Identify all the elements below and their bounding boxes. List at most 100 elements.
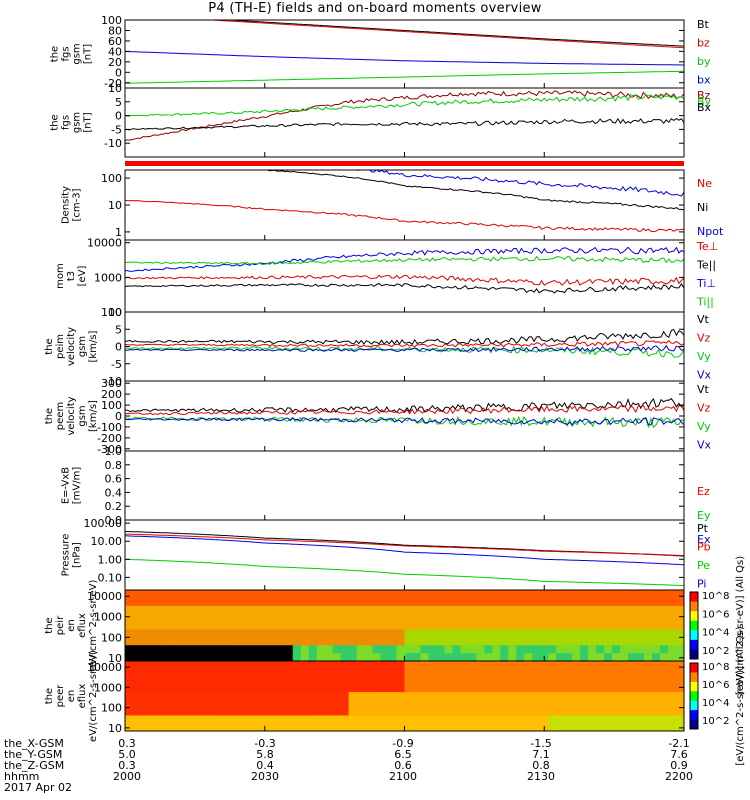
- spectrogram-cell: [348, 692, 358, 701]
- spectrogram-cell: [564, 629, 573, 638]
- spectrogram-cell: [516, 590, 525, 599]
- spectrogram-cell: [452, 621, 461, 631]
- spectrogram-cell: [468, 661, 477, 670]
- spectrogram-cell: [364, 692, 374, 701]
- spectrogram-cell: [492, 668, 501, 678]
- spectrogram-cell: [308, 637, 318, 646]
- spectrogram-cell: [452, 613, 461, 623]
- spectrogram-cell: [516, 699, 525, 709]
- spectrogram-cell: [380, 699, 390, 709]
- spectrogram-cell: [660, 653, 669, 661]
- spectrogram-cell: [228, 653, 238, 661]
- spectrogram-cell: [412, 668, 422, 678]
- spectrogram-cell: [172, 661, 182, 670]
- y-tick-label: 10000: [87, 237, 122, 250]
- spectrogram-cell: [572, 629, 581, 638]
- footer-value: 2030: [251, 770, 279, 783]
- spectrogram-cell: [260, 597, 270, 607]
- spectrogram-cell: [180, 605, 190, 615]
- colorbar-tick-label: 10^8: [702, 591, 729, 602]
- spectrogram-cell: [660, 597, 669, 607]
- spectrogram-cell: [660, 629, 669, 638]
- spectrogram-cell: [492, 692, 501, 701]
- spectrogram-cell: [140, 668, 150, 678]
- spectrogram-cell: [412, 597, 422, 607]
- spectrogram-cell: [524, 668, 533, 678]
- spectrogram-cell: [556, 692, 565, 701]
- spectrogram-cell: [140, 699, 150, 709]
- panel-10: 10^2 10^4 10^6 10^8 [eV/(cm^2-s-sr-eV)] (All…: [44, 626, 746, 765]
- spectrogram-cell: [380, 621, 390, 631]
- spectrogram-cell: [508, 692, 517, 701]
- panel-frame: [124, 450, 685, 521]
- spectrogram-cell: [228, 676, 238, 685]
- y-axis-label: E=-VxB: [61, 467, 72, 504]
- spectrogram-cell: [164, 692, 174, 701]
- spectrogram-cell: [428, 676, 438, 685]
- y-tick-label: 10: [108, 652, 122, 665]
- spectrogram-cell: [356, 723, 366, 731]
- footer-value: 2100: [389, 770, 417, 783]
- spectrogram-cell: [332, 707, 342, 717]
- spectrogram-cell: [428, 605, 438, 615]
- spectrogram-cell: [356, 699, 366, 709]
- y-tick-label: 0.6: [105, 473, 123, 486]
- spectrogram-cell: [220, 613, 230, 623]
- spectrogram-cell: [156, 699, 166, 709]
- spectrogram-cell: [564, 692, 573, 701]
- spectrogram-cell: [468, 613, 477, 623]
- spectrogram-cell: [596, 661, 605, 670]
- spectrogram-cell: [300, 653, 310, 661]
- spectrogram-cell: [396, 645, 406, 654]
- spectrogram-cell: [188, 613, 198, 623]
- spectrogram-cell: [340, 661, 350, 670]
- spectrogram-cell: [556, 699, 565, 709]
- spectrogram-cell: [676, 692, 684, 701]
- spectrogram-cell: [132, 621, 142, 631]
- y-tick-label: 1.00: [98, 553, 123, 566]
- spectrogram-cell: [276, 645, 286, 654]
- spectrogram-cell: [516, 637, 525, 646]
- spectrogram-cell: [292, 723, 302, 731]
- spectrogram-cell: [580, 661, 589, 670]
- spectrogram-cell: [652, 621, 661, 631]
- y-tick-label: 0.4: [105, 486, 123, 499]
- y-tick-label: 300: [101, 377, 122, 390]
- spectrogram-cell: [188, 661, 198, 670]
- spectrogram-cell: [676, 676, 684, 685]
- spectrogram-cell: [364, 629, 374, 638]
- spectrogram-cell: [125, 723, 134, 731]
- y-axis-label: eflux: [77, 613, 88, 638]
- spectrogram-cell: [516, 653, 525, 661]
- spectrogram-cell: [220, 653, 230, 661]
- spectrogram-cell: [404, 613, 414, 623]
- spectrogram-cell: [196, 605, 206, 615]
- spectrogram-cell: [660, 707, 669, 717]
- spectrogram-cell: [324, 637, 334, 646]
- legend-entry: Bt: [697, 18, 710, 31]
- spectrogram-cell: [204, 668, 214, 678]
- spectrogram-cell: [508, 590, 517, 599]
- spectrogram-cell: [316, 645, 326, 654]
- panel-9: 10^2 10^4 10^6 10^8 [eV/(cm^2-s-sr-eV)] (All…: [44, 556, 746, 695]
- spectrogram-cell: [420, 653, 430, 661]
- spectrogram-cell: [404, 590, 414, 599]
- spectrogram-cell: [564, 621, 573, 631]
- y-tick-label: 5: [115, 323, 122, 336]
- y-axis-label: [nT]: [83, 112, 94, 132]
- spectrogram-cell: [620, 621, 629, 631]
- spectrogram-cell: [460, 605, 469, 615]
- spectrogram-cell: [212, 645, 222, 654]
- spectrogram-cell: [460, 613, 469, 623]
- spectrogram-cell: [308, 597, 318, 607]
- spectrogram-cell: [588, 676, 597, 685]
- series-line-Vt: [125, 328, 684, 346]
- spectrogram-cell: [172, 613, 182, 623]
- spectrogram-cell: [148, 707, 158, 717]
- spectrogram-cell: [420, 613, 430, 623]
- spectrogram-cell: [396, 605, 406, 615]
- spectrogram-cell: [164, 715, 174, 724]
- spectrogram-cell: [324, 661, 334, 670]
